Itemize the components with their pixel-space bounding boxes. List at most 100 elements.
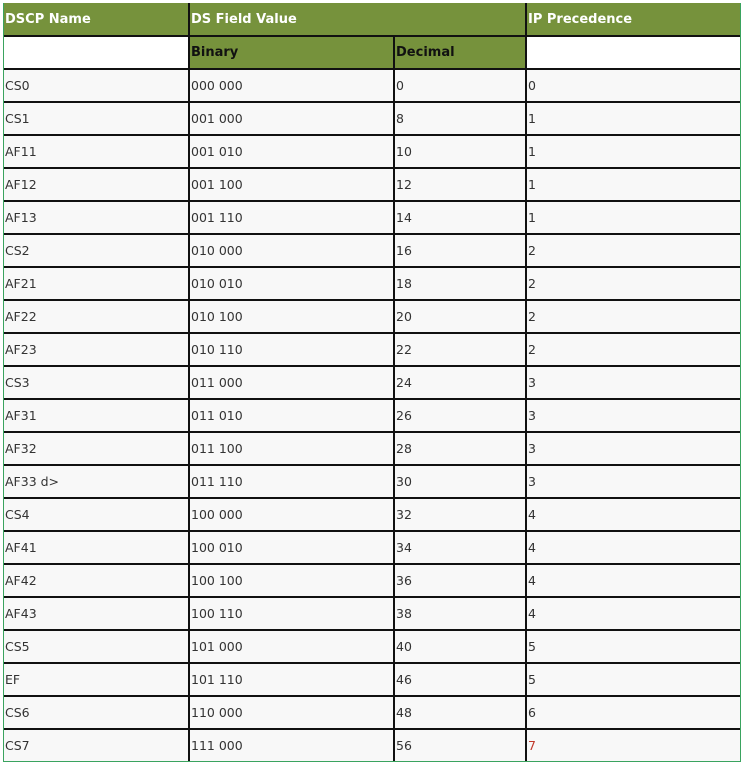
header-dscp-name: DSCP Name (4, 3, 189, 36)
cell-dscp-name: AF12 (4, 167, 189, 201)
cell-dscp-name: CS0 (4, 68, 189, 102)
cell-dscp-name: AF42 (4, 563, 189, 597)
cell-binary: 011 100 (188, 431, 394, 465)
cell-decimal: 36 (393, 563, 526, 597)
cell-binary: 000 000 (188, 68, 394, 102)
cell-decimal: 40 (393, 629, 526, 663)
table-row: AF41 100 010 34 4 (4, 530, 740, 564)
table-row: AF23 010 110 22 2 (4, 332, 740, 366)
table-row: AF11 001 010 10 1 (4, 134, 740, 168)
table-row: AF43 100 110 38 4 (4, 596, 740, 630)
cell-binary: 100 010 (188, 530, 394, 564)
cell-decimal: 30 (393, 464, 526, 498)
table-row: CS5 101 000 40 5 (4, 629, 740, 663)
table-row: CS7 111 000 56 7 (4, 728, 740, 761)
header-row: DSCP Name DS Field Value IP Precedence (4, 3, 740, 36)
cell-ip-precedence: 6 (525, 695, 740, 729)
cell-ip-precedence: 4 (525, 497, 740, 531)
header-ip-precedence: IP Precedence (525, 3, 740, 36)
cell-dscp-name: AF41 (4, 530, 189, 564)
cell-decimal: 24 (393, 365, 526, 399)
cell-dscp-name: AF11 (4, 134, 189, 168)
cell-dscp-name: CS4 (4, 497, 189, 531)
table-row: EF 101 110 46 5 (4, 662, 740, 696)
cell-dscp-name: AF23 (4, 332, 189, 366)
cell-decimal: 48 (393, 695, 526, 729)
table-row: CS0 000 000 0 0 (4, 68, 740, 102)
table-row: CS6 110 000 48 6 (4, 695, 740, 729)
dscp-table-container: DSCP Name DS Field Value IP Precedence B… (3, 3, 741, 762)
subheader-binary: Binary (188, 35, 394, 69)
cell-ip-precedence: 2 (525, 266, 740, 300)
cell-decimal: 32 (393, 497, 526, 531)
cell-dscp-name: AF32 (4, 431, 189, 465)
cell-binary: 010 000 (188, 233, 394, 267)
cell-dscp-name: CS3 (4, 365, 189, 399)
cell-ip-precedence: 5 (525, 662, 740, 696)
cell-ip-precedence: 3 (525, 398, 740, 432)
cell-decimal: 14 (393, 200, 526, 234)
table-row: AF33 d> 011 110 30 3 (4, 464, 740, 498)
cell-binary: 011 000 (188, 365, 394, 399)
cell-decimal: 20 (393, 299, 526, 333)
cell-ip-precedence: 3 (525, 365, 740, 399)
subheader-blank (525, 35, 740, 69)
cell-decimal: 18 (393, 266, 526, 300)
cell-ip-precedence: 0 (525, 68, 740, 102)
cell-ip-precedence: 1 (525, 101, 740, 135)
cell-decimal: 12 (393, 167, 526, 201)
cell-binary: 011 110 (188, 464, 394, 498)
cell-binary: 110 000 (188, 695, 394, 729)
cell-binary: 001 100 (188, 167, 394, 201)
cell-ip-precedence: 2 (525, 332, 740, 366)
cell-dscp-name: AF21 (4, 266, 189, 300)
cell-ip-precedence: 3 (525, 464, 740, 498)
cell-binary: 101 000 (188, 629, 394, 663)
cell-decimal: 10 (393, 134, 526, 168)
table-row: AF12 001 100 12 1 (4, 167, 740, 201)
cell-binary: 010 010 (188, 266, 394, 300)
cell-decimal: 16 (393, 233, 526, 267)
cell-ip-precedence: 1 (525, 200, 740, 234)
cell-binary: 101 110 (188, 662, 394, 696)
cell-dscp-name: EF (4, 662, 189, 696)
cell-dscp-name: AF43 (4, 596, 189, 630)
cell-ip-precedence: 1 (525, 167, 740, 201)
dscp-table: DSCP Name DS Field Value IP Precedence B… (4, 3, 740, 761)
cell-decimal: 56 (393, 728, 526, 761)
cell-ip-precedence: 1 (525, 134, 740, 168)
cell-dscp-name: AF33 d> (4, 464, 189, 498)
subheader-row: Binary Decimal (4, 35, 740, 69)
cell-decimal: 0 (393, 68, 526, 102)
header-ds-field-value: DS Field Value (188, 3, 526, 36)
cell-binary: 111 000 (188, 728, 394, 761)
cell-decimal: 8 (393, 101, 526, 135)
table-row: AF13 001 110 14 1 (4, 200, 740, 234)
cell-ip-precedence: 3 (525, 431, 740, 465)
cell-ip-precedence: 4 (525, 563, 740, 597)
table-row: CS3 011 000 24 3 (4, 365, 740, 399)
cell-binary: 010 110 (188, 332, 394, 366)
cell-dscp-name: CS1 (4, 101, 189, 135)
cell-dscp-name: CS5 (4, 629, 189, 663)
cell-binary: 001 010 (188, 134, 394, 168)
cell-dscp-name: AF13 (4, 200, 189, 234)
table-row: AF22 010 100 20 2 (4, 299, 740, 333)
cell-binary: 011 010 (188, 398, 394, 432)
cell-binary: 100 100 (188, 563, 394, 597)
cell-binary: 100 110 (188, 596, 394, 630)
cell-decimal: 28 (393, 431, 526, 465)
cell-dscp-name: CS7 (4, 728, 189, 761)
table-row: CS2 010 000 16 2 (4, 233, 740, 267)
cell-dscp-name: CS6 (4, 695, 189, 729)
cell-binary: 001 000 (188, 101, 394, 135)
cell-ip-precedence: 5 (525, 629, 740, 663)
subheader-decimal: Decimal (393, 35, 526, 69)
table-row: AF31 011 010 26 3 (4, 398, 740, 432)
cell-ip-precedence: 4 (525, 596, 740, 630)
subheader-blank (4, 35, 189, 69)
cell-binary: 100 000 (188, 497, 394, 531)
table-row: CS1 001 000 8 1 (4, 101, 740, 135)
table-row: AF21 010 010 18 2 (4, 266, 740, 300)
cell-dscp-name: AF31 (4, 398, 189, 432)
